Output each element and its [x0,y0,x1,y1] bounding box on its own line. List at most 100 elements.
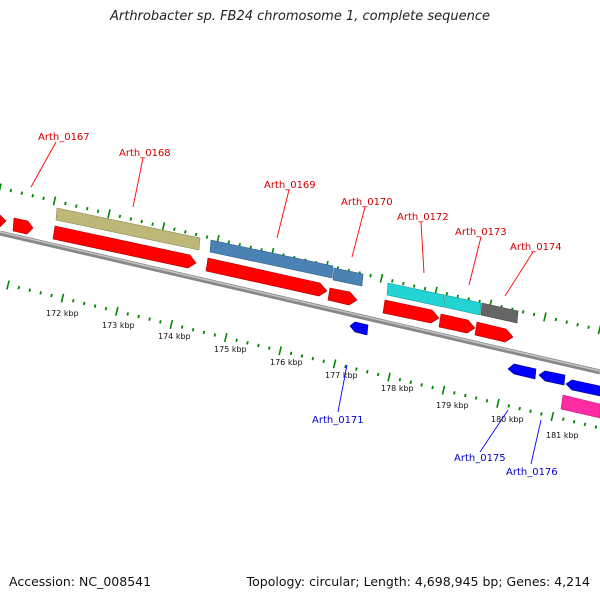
minor-tick [300,354,304,358]
minor-tick [137,314,140,319]
major-tick [278,346,282,356]
minor-tick [140,219,143,224]
gene-arrow-0175[interactable] [507,363,537,380]
major-tick [169,319,174,329]
minor-tick [75,204,78,208]
gene-arrow-reverse[interactable] [538,370,566,386]
minor-tick [17,285,21,290]
minor-tick [31,193,34,198]
major-tick [387,372,391,382]
minor-tick [369,273,372,278]
gene-label[interactable]: Arth_0175 [454,453,506,464]
backbone-line [0,230,600,375]
minor-tick [39,291,42,295]
gene-arrow-0170[interactable] [327,287,358,306]
function-bar-0173[interactable] [443,294,482,316]
gene-arrow-0169[interactable] [205,257,328,297]
minor-tick [159,320,162,324]
minor-tick [28,288,31,292]
function-bar-0168[interactable] [55,207,201,251]
minor-tick [572,419,576,424]
minor-tick [423,286,427,291]
minor-tick [594,425,598,429]
major-tick [6,280,10,290]
scale-labels: 172 kbp 173 kbp 174 kbp 175 kbp 176 kbp … [46,309,579,440]
gene-arrow-0173[interactable] [438,313,476,334]
minor-tick [402,281,405,286]
gene-label[interactable]: Arth_0176 [506,467,558,478]
major-tick [543,312,547,322]
minor-tick [507,404,511,408]
minor-tick [246,341,249,345]
gene-label[interactable]: Arth_0171 [312,415,364,426]
map-title: Arthrobacter sp. FB24 chromosome 1, comp… [109,9,491,24]
leader-0174 [504,251,534,297]
minor-tick [104,306,108,311]
minor-tick [420,383,423,387]
gene-label[interactable]: Arth_0172 [397,212,449,223]
minor-tick [485,398,489,403]
reverse-genes [349,321,600,397]
leader-0171 [337,364,348,413]
gene-arrow-0171[interactable] [349,321,369,336]
minor-tick [126,312,129,316]
gene-arrow-0172[interactable] [382,299,440,324]
gene-label[interactable]: Arth_0167 [38,132,90,143]
scale-label: 172 kbp [46,309,79,318]
major-tick [52,196,57,206]
minor-tick [202,330,206,335]
leader-0176 [530,419,542,465]
minor-tick [587,325,590,329]
gene-label[interactable]: Arth_0174 [510,242,562,253]
minor-tick [445,292,449,296]
minor-tick [532,312,536,317]
gene-arrow-0168[interactable] [52,225,197,269]
leader-0173 [468,236,482,286]
scale-label: 181 kbp [546,431,579,440]
leader-0167 [30,141,57,188]
minor-tick [431,385,434,390]
minor-tick [42,196,45,201]
gene-arrow-forward[interactable] [12,217,34,235]
major-tick [161,222,166,232]
major-tick [60,293,65,303]
minor-tick [50,293,53,298]
minor-tick [576,323,579,327]
function-bar-0174[interactable] [480,302,519,324]
minor-tick [565,320,568,324]
accession-text: Accession: NC_008541 [9,574,152,589]
gene-arrow-forward[interactable] [0,214,7,228]
minor-tick [82,301,86,306]
function-bar-0176[interactable] [560,394,600,419]
leader-0168 [132,157,144,208]
minor-tick [96,209,100,214]
gene-arrow-0174[interactable] [474,321,514,343]
backbone-highlight [0,231,600,372]
minor-tick [311,356,315,361]
minor-tick [20,191,24,195]
function-bar-0169[interactable] [209,239,334,279]
gene-label[interactable]: Arth_0169 [264,180,316,191]
minor-tick [453,391,456,395]
minor-tick [562,417,565,421]
gene-arrow-reverse[interactable] [565,379,600,397]
function-bar-0170[interactable] [332,267,364,287]
minor-tick [205,235,209,239]
minor-tick [180,325,184,329]
minor-tick [227,240,231,244]
gene-label[interactable]: Arth_0173 [455,227,507,238]
gene-label[interactable]: Arth_0168 [119,148,171,159]
scale-label: 173 kbp [102,321,135,330]
minor-tick [184,230,187,234]
function-bar-0172[interactable] [386,282,445,308]
major-tick [115,306,119,316]
minor-tick [194,232,198,237]
major-tick [441,385,446,395]
minor-tick [391,279,394,283]
minor-tick [583,422,587,427]
gene-label[interactable]: Arth_0170 [341,197,393,208]
minor-tick [554,317,558,322]
minor-tick [529,409,532,413]
major-tick [550,411,555,422]
